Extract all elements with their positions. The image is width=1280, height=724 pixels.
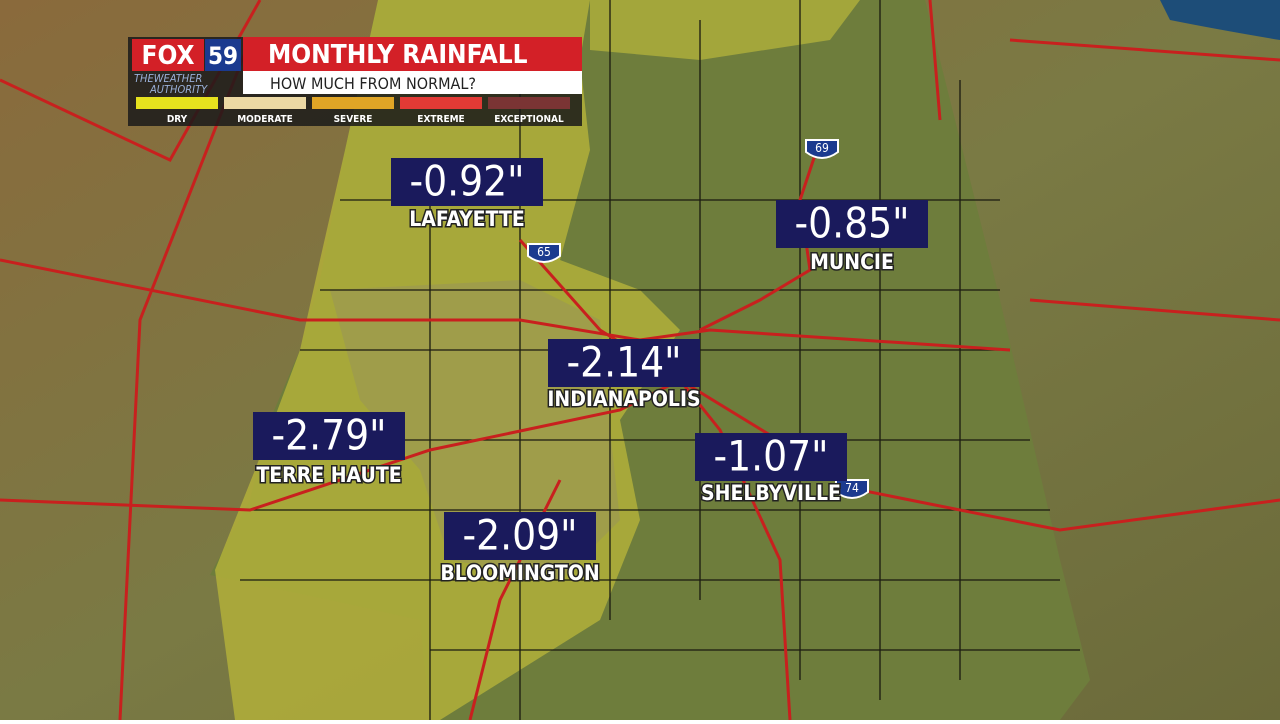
legend-swatch <box>488 97 570 109</box>
legend-swatch <box>400 97 482 109</box>
rainfall-value: -1.07" <box>713 432 828 481</box>
subtitle: HOW MUCH FROM NORMAL? <box>270 74 476 93</box>
value-box <box>695 433 847 481</box>
city-callout: -2.79" TERRE HAUTE <box>253 411 405 489</box>
title: MONTHLY RAINFALL <box>268 40 528 70</box>
shield-65: 65 <box>527 243 561 263</box>
shield-label: 65 <box>537 245 551 259</box>
legend-label: DRY <box>167 114 188 125</box>
value-box <box>444 512 596 560</box>
rainfall-value: -2.14" <box>566 338 681 387</box>
subtitle-bg <box>243 71 582 94</box>
county-lines <box>240 0 1080 720</box>
shield-label: 69 <box>815 141 829 155</box>
highway-shields: 65 69 74 <box>527 139 869 499</box>
city-name: MUNCIE <box>810 250 894 274</box>
city-name: BLOOMINGTON <box>440 561 599 585</box>
value-box <box>391 158 543 206</box>
lake <box>1160 0 1280 40</box>
legend-swatch <box>312 97 394 109</box>
city-name: INDIANAPOLIS <box>547 387 700 411</box>
legend-label: EXTREME <box>417 114 464 125</box>
title-bg <box>243 37 582 71</box>
logo-bg <box>132 39 204 71</box>
cities: -0.92"LAFAYETTE -0.85"MUNCIE -2.14"INDIANA… <box>253 157 928 587</box>
city-callout: -1.07"SHELBYVILLE <box>695 432 847 507</box>
city-callout: -0.92"LAFAYETTE <box>391 157 543 233</box>
dry-zone-north <box>590 0 860 60</box>
tagline: AUTHORITY <box>149 83 208 96</box>
value-box <box>776 200 928 248</box>
rainfall-value: -0.85" <box>794 199 909 248</box>
rainfall-value: -2.79" <box>271 411 386 460</box>
header: FOX 59 THEWEATHER AUTHORITY MONTHLY RAIN… <box>128 37 582 126</box>
city-callout: -2.14"INDIANAPOLIS <box>546 338 702 413</box>
logo: FOX <box>142 41 195 71</box>
legend-label: EXCEPTIONAL <box>494 114 564 125</box>
city-name: SHELBYVILLE <box>701 481 841 505</box>
value-box <box>548 339 700 387</box>
shield-label: 74 <box>845 481 859 495</box>
city-callout: -2.09"BLOOMINGTON <box>439 511 601 587</box>
city-name: LAFAYETTE <box>409 207 525 231</box>
rainfall-value: -0.92" <box>409 157 524 206</box>
tagline: THEWEATHER <box>134 72 202 85</box>
channel: 59 <box>208 42 238 70</box>
legend-swatch <box>224 97 306 109</box>
shield-74: 74 <box>835 479 869 499</box>
shield-69: 69 <box>805 139 839 159</box>
city-callout: -0.85"MUNCIE <box>776 199 928 276</box>
legend: DRY MODERATE SEVERE EXTREME EXCEPTIONAL <box>136 97 570 125</box>
legend-swatch <box>136 97 218 109</box>
legend-label: MODERATE <box>237 114 293 125</box>
city-name: TERRE HAUTE <box>256 463 401 487</box>
value-box <box>253 412 405 460</box>
rainfall-value: -2.09" <box>462 511 577 560</box>
channel-bg <box>205 39 241 71</box>
legend-label: SEVERE <box>334 114 373 125</box>
